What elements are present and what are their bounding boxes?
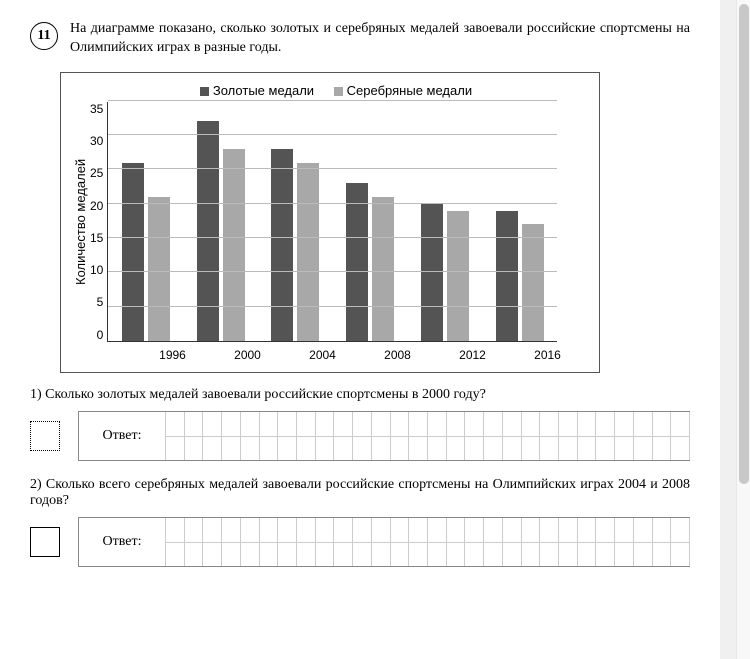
answer-row-2: Ответ: [30, 517, 690, 567]
question-2: 2) Сколько всего серебряных медалей заво… [30, 477, 690, 509]
chart-legend: Золотые медали Серебряные медали [71, 83, 585, 98]
y-tick: 5 [90, 295, 103, 309]
y-tick: 35 [90, 102, 103, 116]
scrollbar-track[interactable] [736, 0, 750, 659]
bar-silver [297, 163, 319, 341]
y-axis-label: Количество медалей [71, 102, 90, 342]
score-box-1[interactable] [30, 421, 60, 451]
grid-line [108, 271, 557, 272]
y-tick: 15 [90, 231, 103, 245]
bar-group [116, 163, 176, 341]
answer-row-1: Ответ: [30, 411, 690, 461]
answer-label-1: Ответ: [79, 412, 165, 460]
legend-swatch-gold [200, 87, 209, 96]
grid-line [108, 203, 557, 204]
grid-line [108, 306, 557, 307]
task-header: 11 На диаграмме показано, сколько золоты… [30, 20, 690, 58]
x-tick-label: 2012 [443, 348, 503, 362]
grid-line [108, 237, 557, 238]
plot-wrap: Количество медалей 35 30 25 20 15 10 5 0 [71, 102, 585, 342]
bar-silver [447, 211, 469, 341]
x-tick-label: 2000 [218, 348, 278, 362]
y-tick: 10 [90, 263, 103, 277]
bar-group [265, 149, 325, 341]
score-box-2[interactable] [30, 527, 60, 557]
answer-cells-1[interactable] [165, 412, 689, 460]
bar-group [490, 211, 550, 341]
legend-swatch-silver [334, 87, 343, 96]
answer-grid-2[interactable]: Ответ: [78, 517, 690, 567]
chart-container: Золотые медали Серебряные медали Количес… [60, 72, 600, 373]
bar-silver [372, 197, 394, 341]
bar-gold [197, 121, 219, 340]
y-axis-ticks: 35 30 25 20 15 10 5 0 [90, 102, 107, 342]
bar-gold [271, 149, 293, 341]
legend-label-silver: Серебряные медали [347, 83, 472, 98]
y-tick: 30 [90, 134, 103, 148]
answer-label-2: Ответ: [79, 518, 165, 566]
answer-cells-2[interactable] [165, 518, 689, 566]
bar-silver [522, 224, 544, 341]
y-tick: 0 [90, 328, 103, 342]
task-number-badge: 11 [30, 22, 58, 50]
x-tick-label: 2008 [368, 348, 428, 362]
page: 11 На диаграмме показано, сколько золоты… [0, 0, 720, 659]
legend-label-gold: Золотые медали [213, 83, 314, 98]
bar-gold [496, 211, 518, 341]
scrollbar-thumb[interactable] [739, 4, 749, 484]
x-tick-label: 2016 [518, 348, 578, 362]
x-tick-label: 2004 [293, 348, 353, 362]
bar-silver [223, 149, 245, 341]
bar-group [191, 121, 251, 340]
bar-group [340, 183, 400, 341]
y-tick: 20 [90, 199, 103, 213]
y-tick: 25 [90, 166, 103, 180]
task-prompt: На диаграмме показано, сколько золотых и… [70, 20, 690, 58]
x-tick-label: 1996 [143, 348, 203, 362]
bar-silver [148, 197, 170, 341]
answer-grid-1[interactable]: Ответ: [78, 411, 690, 461]
question-1: 1) Сколько золотых медалей завоевали рос… [30, 387, 690, 403]
bar-gold [346, 183, 368, 341]
x-axis-labels: 1996 2000 2004 2008 2012 2016 [135, 342, 585, 362]
grid-line [108, 100, 557, 101]
plot-area [107, 102, 557, 342]
grid-line [108, 168, 557, 169]
bar-gold [122, 163, 144, 341]
grid-line [108, 134, 557, 135]
